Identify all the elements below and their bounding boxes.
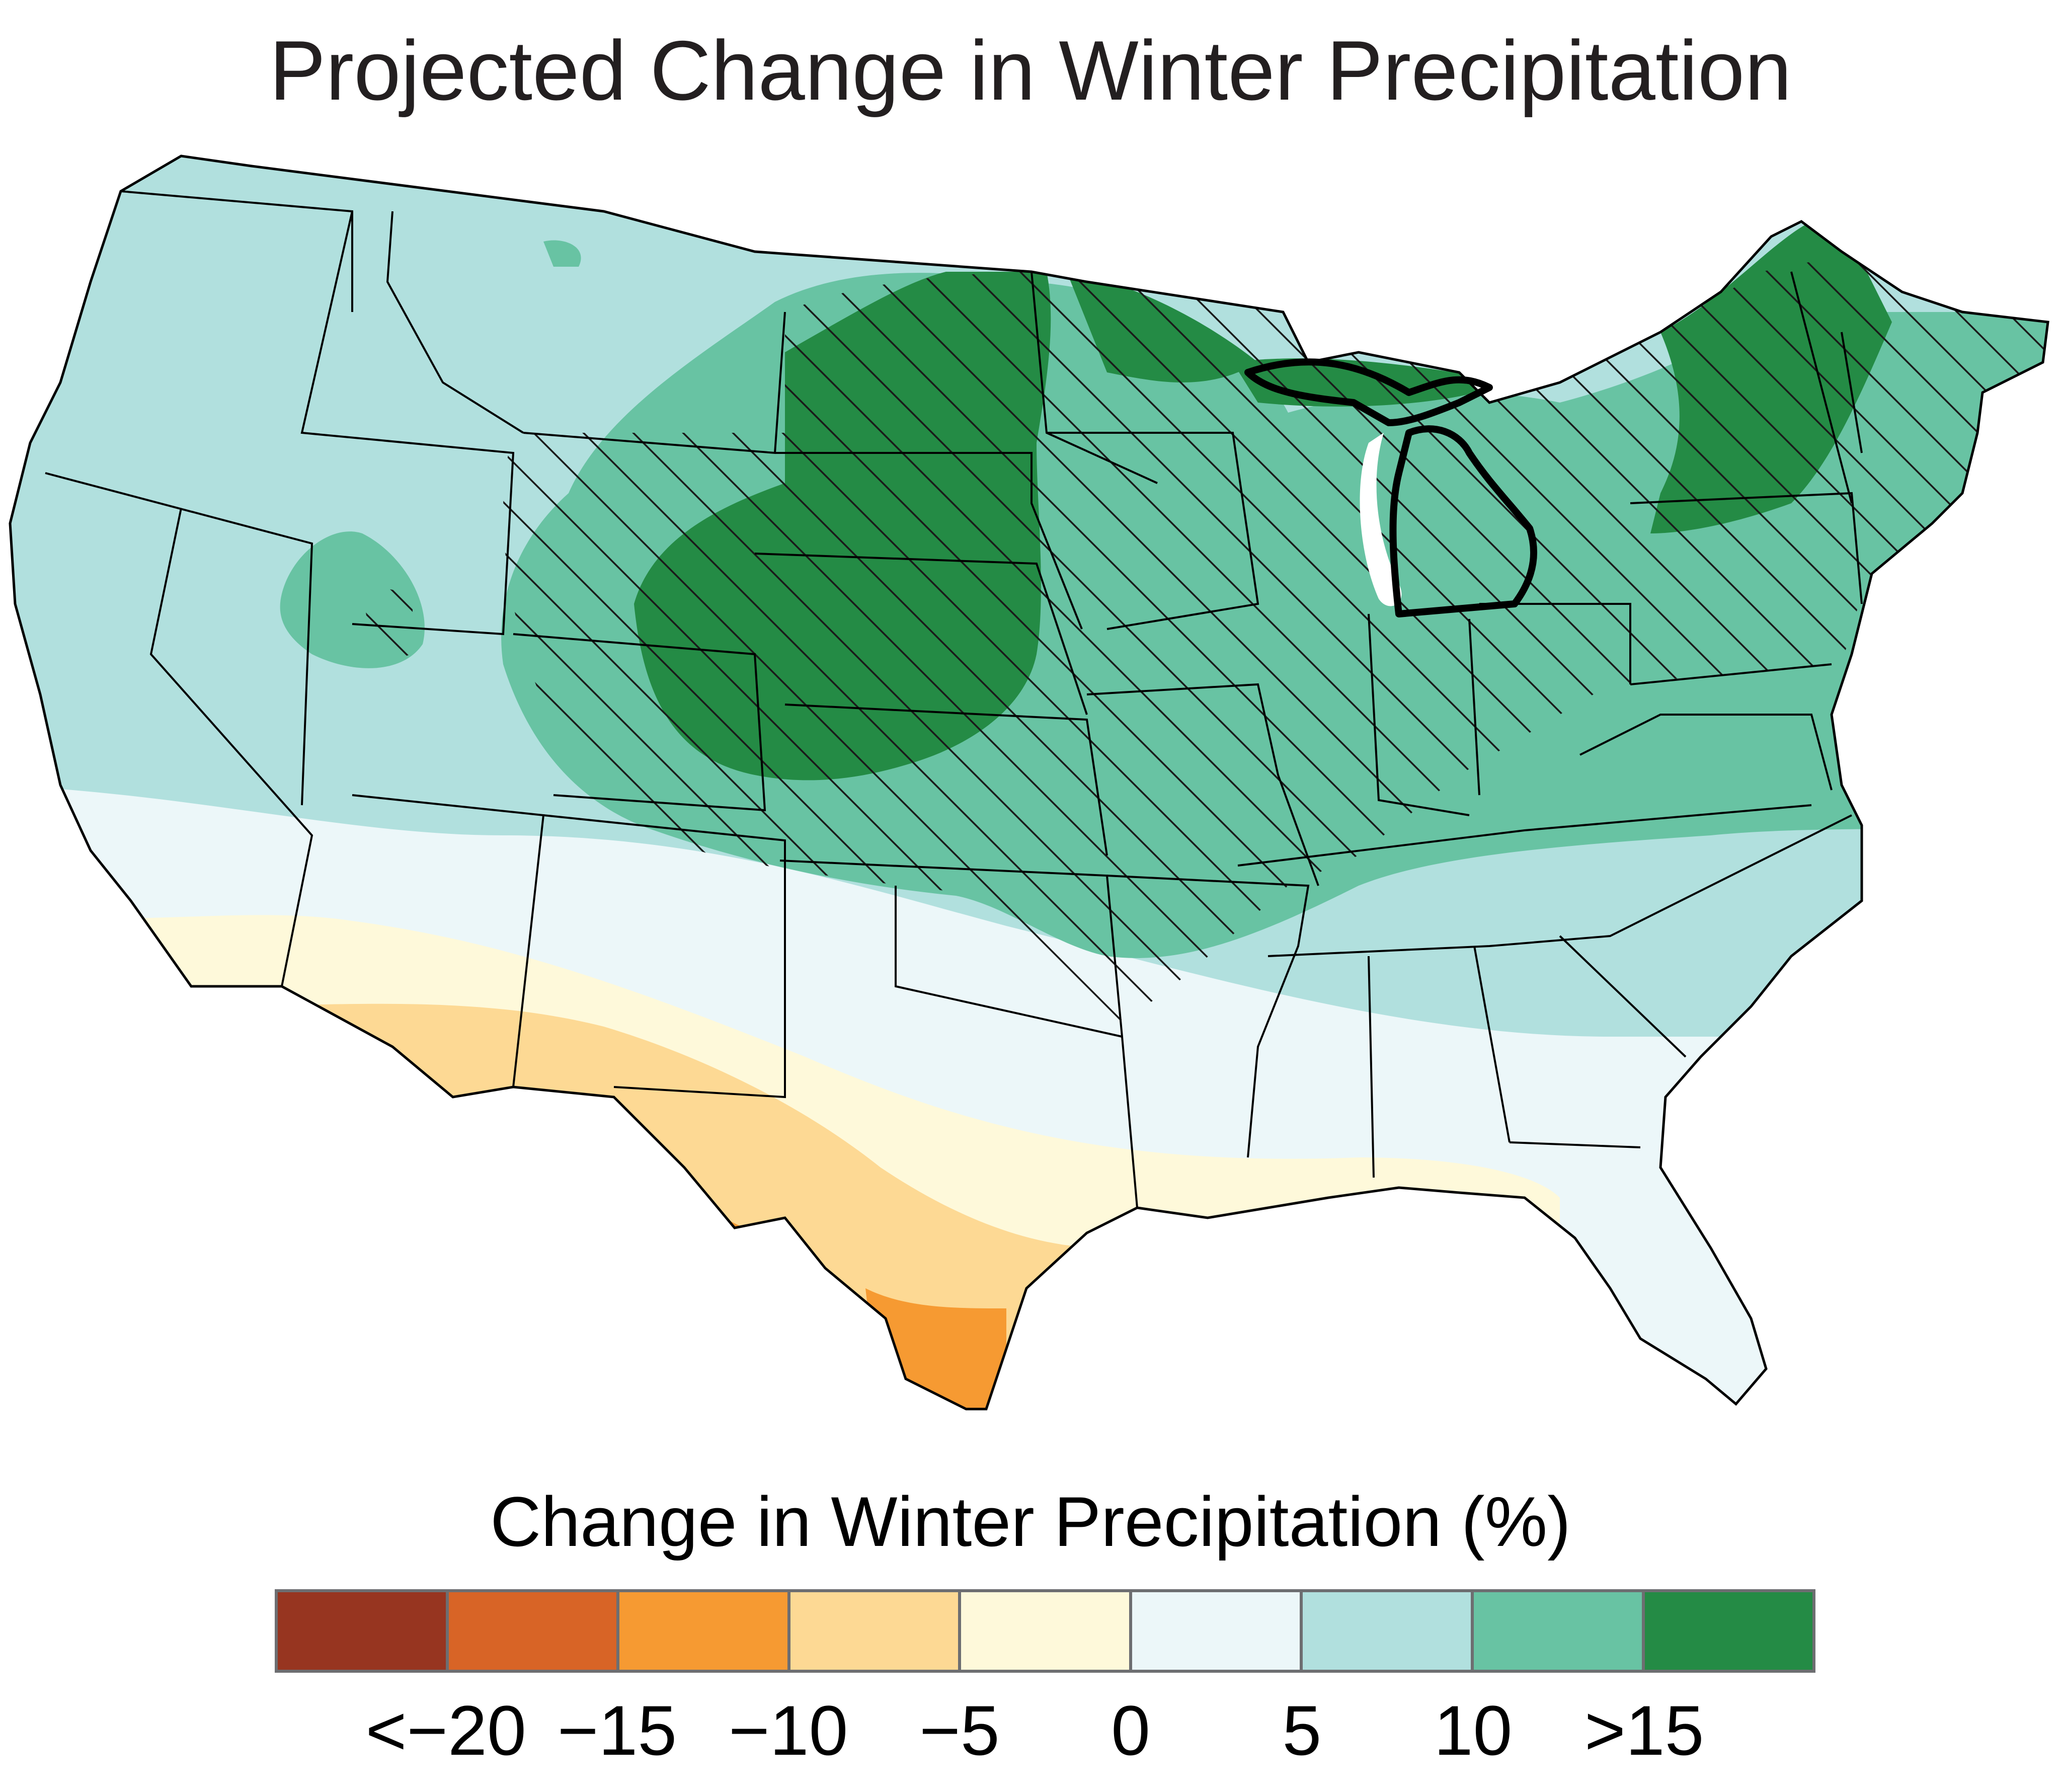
legend-tick-label: −5 bbox=[919, 1691, 1000, 1770]
legend-tick-label: −10 bbox=[728, 1691, 848, 1770]
legend-swatch-4 bbox=[961, 1592, 1132, 1670]
legend-tick-label: 0 bbox=[1111, 1691, 1151, 1770]
state-boundaries bbox=[45, 190, 1863, 1208]
legend-swatch-6 bbox=[1303, 1592, 1474, 1670]
legend-swatch-1 bbox=[448, 1592, 620, 1670]
michigan-outline bbox=[1244, 358, 1537, 617]
legend-color-bar bbox=[275, 1589, 1815, 1673]
legend-swatch-2 bbox=[619, 1592, 790, 1670]
legend-tick-label: >15 bbox=[1584, 1691, 1704, 1770]
us-precipitation-map bbox=[0, 0, 2061, 1459]
legend-swatch-8 bbox=[1644, 1592, 1813, 1670]
legend-title: Change in Winter Precipitation (%) bbox=[490, 1482, 1571, 1561]
legend-tick-label: <−20 bbox=[365, 1691, 526, 1770]
legend-swatch-5 bbox=[1132, 1592, 1303, 1670]
legend-swatch-3 bbox=[790, 1592, 962, 1670]
legend-swatch-0 bbox=[278, 1592, 449, 1670]
legend-tick-label: 10 bbox=[1434, 1691, 1513, 1770]
legend-tick-label: 5 bbox=[1282, 1691, 1322, 1770]
legend-tick-label: −15 bbox=[557, 1691, 677, 1770]
legend-swatch-7 bbox=[1473, 1592, 1645, 1670]
map-title: Projected Change in Winter Precipitation bbox=[269, 23, 1792, 118]
